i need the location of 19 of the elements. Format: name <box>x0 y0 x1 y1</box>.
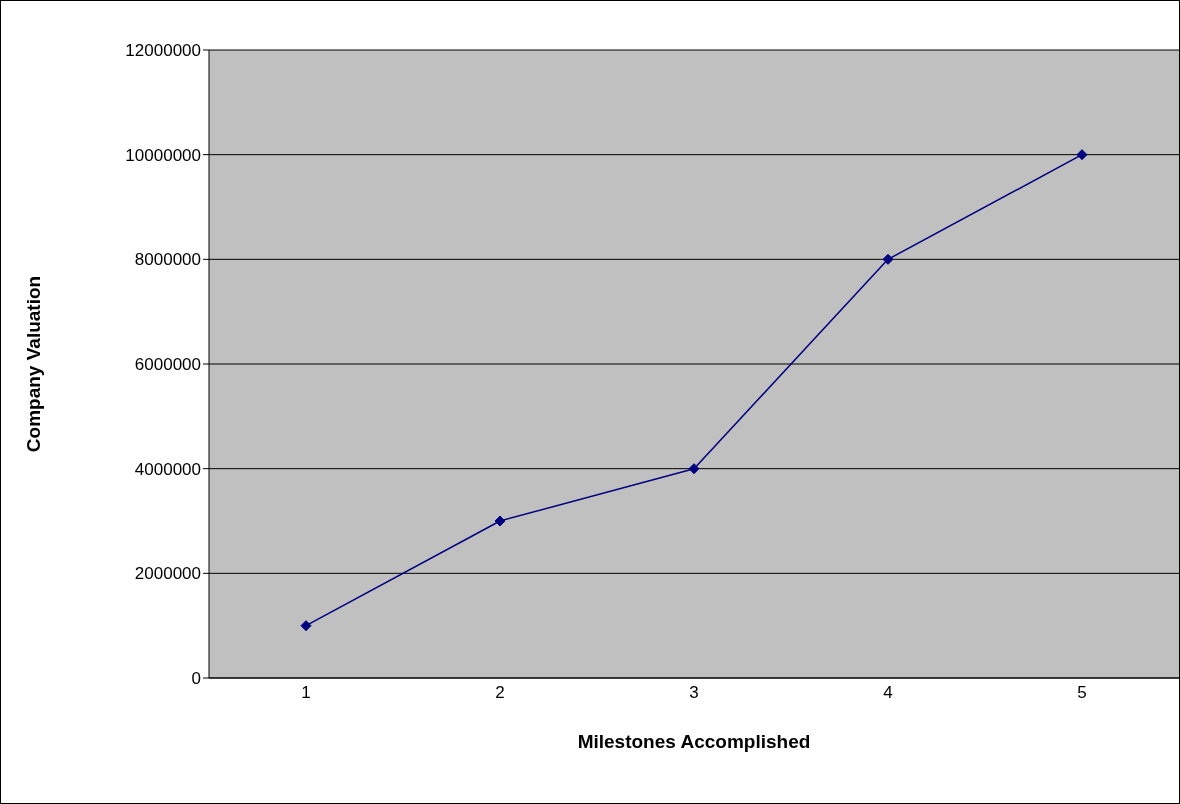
x-tick-label: 1 <box>301 683 311 703</box>
y-axis-title: Company Valuation <box>22 275 44 453</box>
point <box>882 253 894 265</box>
y-tick-label: 0 <box>191 669 201 689</box>
x-tick-label: 4 <box>883 683 893 703</box>
y-tick-label: 4000000 <box>134 459 201 479</box>
point <box>688 463 700 475</box>
x-axis-title: Milestones Accomplished <box>577 731 811 752</box>
y-tick-label: 6000000 <box>134 355 201 375</box>
x-tick-label: 3 <box>689 683 699 703</box>
point <box>1076 149 1088 161</box>
y-tick-label: 8000000 <box>134 250 201 270</box>
point <box>300 620 312 632</box>
point <box>494 515 506 527</box>
y-tick-label: 10000000 <box>125 145 201 165</box>
y-tick-label: 12000000 <box>125 41 201 61</box>
x-tick-label: 5 <box>1077 683 1087 703</box>
x-tick-label: 2 <box>495 683 505 703</box>
y-tick-label: 2000000 <box>134 564 201 584</box>
